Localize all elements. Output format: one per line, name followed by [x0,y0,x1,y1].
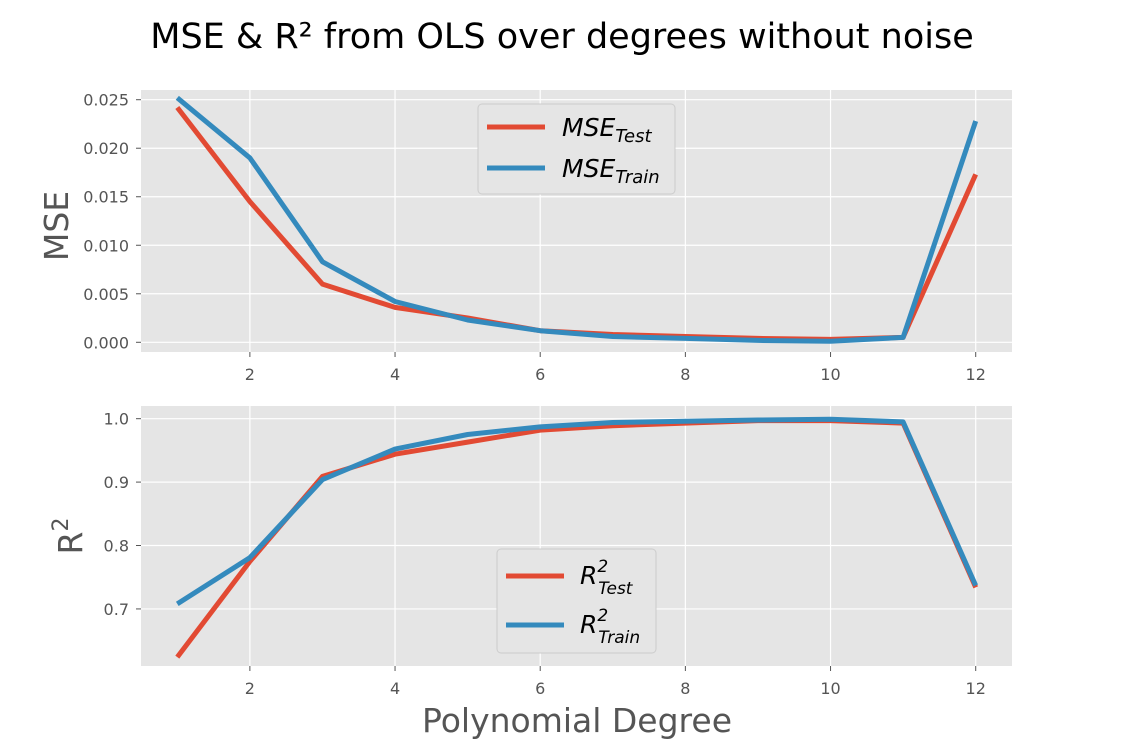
mse-train-line [175,95,979,344]
r2-y-axis-label: R2 [49,518,90,555]
r2-y-tick-label: 0.9 [104,473,129,492]
mse-y-tick-label: 0.025 [83,91,129,110]
mse-x-tick-label: 10 [820,365,840,384]
r2-ticks: 2 4 6 8 10 12 0.7 0.8 0.9 1.0 [104,410,986,698]
mse-y-tick-label: 0.005 [83,285,129,304]
mse-y-axis-label: MSE [37,191,76,261]
r2-y-tick-label: 0.7 [104,600,129,619]
mse-legend: MSETest MSETrain [477,103,676,195]
r2-x-tick-label: 6 [535,679,545,698]
mse-ticks: 2 4 6 8 10 12 0.000 0.005 0.010 0.015 0.020 0.025 [83,91,986,384]
r2-train-line [175,416,978,607]
mse-series [175,95,979,344]
r2-legend: R2 Test R2 Train [496,548,657,654]
r2-panel: 2 4 6 8 10 12 0.7 0.8 0.9 1.0 R2 R2 Test R2 Train [49,406,1012,698]
r2-x-tick-label: 12 [966,679,986,698]
mse-x-tick-label: 4 [390,365,400,384]
r2-x-tick-label: 4 [390,679,400,698]
r2-grid [141,406,1012,666]
r2-x-tick-label: 8 [680,679,690,698]
mse-x-tick-label: 8 [680,365,690,384]
r2-series [175,416,978,659]
mse-y-tick-label: 0.015 [83,188,129,207]
mse-y-tick-label: 0.020 [83,139,129,158]
mse-x-tick-label: 12 [966,365,986,384]
chart-title: MSE & R² from OLS over degrees without n… [150,17,974,57]
mse-panel: 2 4 6 8 10 12 0.000 0.005 0.010 0.015 0.020 0.025 M… [37,90,1012,384]
r2-y-tick-label: 1.0 [104,410,129,429]
mse-x-tick-label: 2 [245,365,255,384]
r2-x-tick-label: 2 [245,679,255,698]
mse-legend-test-label: MSETest [562,113,652,147]
mse-y-tick-label: 0.000 [83,333,129,352]
r2-x-tick-label: 10 [820,679,840,698]
mse-x-tick-label: 6 [535,365,545,384]
mse-y-tick-label: 0.010 [83,236,129,255]
x-axis-label: Polynomial Degree [422,701,732,740]
r2-y-tick-label: 0.8 [104,537,129,556]
